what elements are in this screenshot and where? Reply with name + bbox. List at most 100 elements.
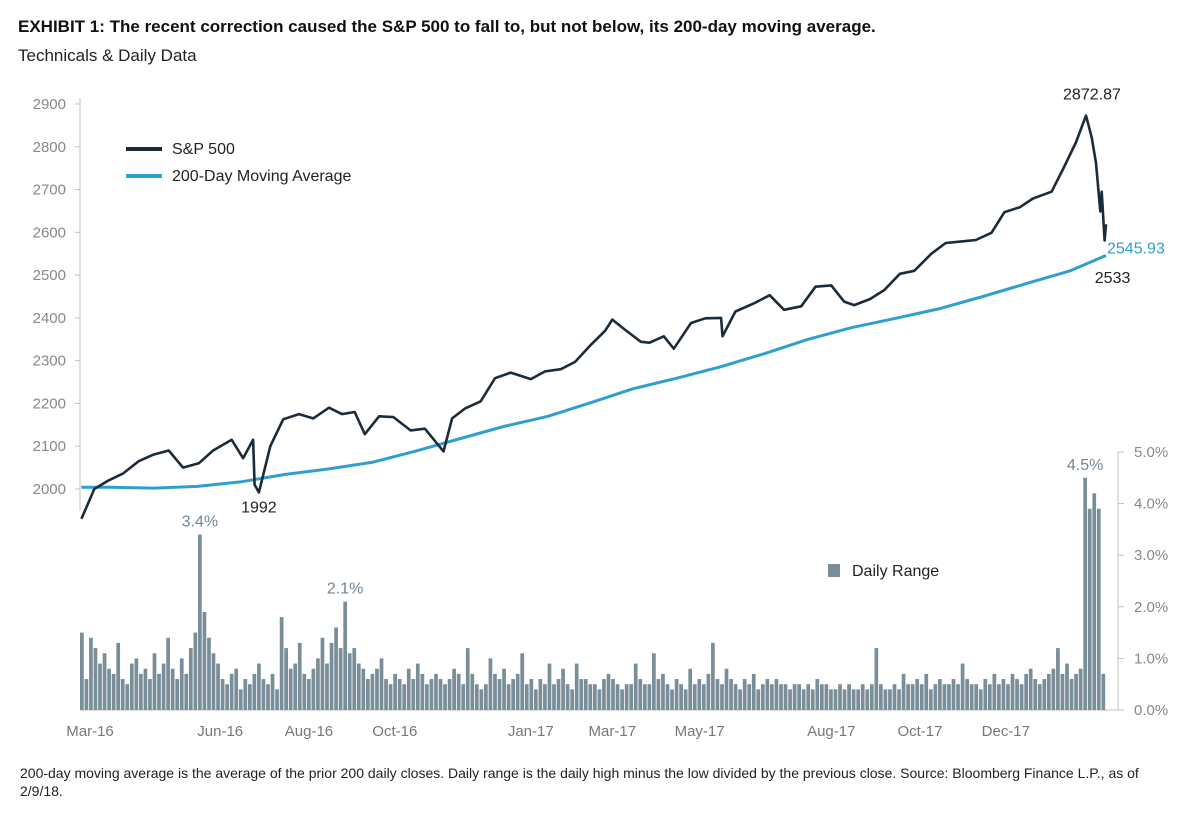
price-tick-label: 2300: [33, 353, 66, 370]
daily-range-bar: [978, 689, 983, 710]
daily-range-bar: [810, 689, 815, 710]
daily-range-bar: [375, 668, 379, 710]
daily-range-bar: [297, 642, 302, 710]
daily-range-bar: [243, 679, 248, 710]
daily-range-bar: [139, 673, 143, 710]
daily-range-bar: [638, 679, 643, 710]
daily-range-bar: [960, 663, 965, 710]
daily-range-bar: [1015, 679, 1019, 710]
legend-label-sp500: S&P 500: [172, 141, 235, 158]
daily-range-bar: [175, 679, 180, 710]
daily-range-bar: [434, 673, 438, 710]
daily-range-bar: [602, 679, 606, 710]
price-tick-label: 2700: [33, 182, 66, 199]
daily-range-bar: [815, 679, 820, 710]
chart-title: EXHIBIT 1: The recent correction caused …: [18, 17, 876, 36]
daily-range-bar: [715, 679, 720, 710]
daily-range-bar: [393, 673, 397, 710]
daily-range-bar: [770, 684, 774, 710]
daily-range-bar: [919, 684, 924, 710]
x-tick-label: Dec-17: [982, 723, 1030, 740]
daily-range-bar: [556, 679, 561, 710]
daily-range-bar: [329, 642, 334, 710]
daily-range-bar: [819, 684, 824, 710]
range-tick-label: 1.0%: [1134, 650, 1168, 667]
daily-range-bar: [969, 684, 974, 710]
price-tick-label: 2000: [33, 481, 66, 498]
daily-range-bar: [874, 648, 879, 710]
daily-range-bar: [928, 689, 933, 710]
daily-range-bar: [166, 637, 170, 710]
daily-range-bar: [443, 684, 447, 710]
daily-range-bar: [733, 684, 738, 710]
daily-range-bar: [129, 663, 134, 710]
daily-range-bar: [865, 689, 870, 710]
daily-range-bar: [252, 673, 257, 710]
legend-swatch-range: [828, 564, 840, 577]
daily-range-bar: [1078, 668, 1083, 710]
daily-range-bars: [80, 477, 1106, 710]
daily-range-bar: [216, 663, 220, 710]
daily-range-bar: [938, 679, 942, 710]
daily-range-bar: [1024, 673, 1028, 710]
daily-range-bar: [447, 679, 452, 710]
x-tick-label: Jun-16: [197, 723, 243, 740]
daily-range-bar: [688, 668, 693, 710]
daily-range-bar: [997, 684, 1001, 710]
range-peak-label: 3.4%: [182, 514, 218, 531]
daily-range-bar: [211, 653, 216, 710]
daily-range-bar: [611, 679, 615, 710]
daily-range-bar: [842, 689, 847, 710]
daily-range-bar: [910, 684, 915, 710]
price-lines: [80, 114, 1108, 520]
daily-range-bar: [661, 673, 665, 710]
daily-range-bar: [565, 684, 570, 710]
daily-range-bar: [202, 611, 207, 710]
daily-range-bar: [883, 689, 888, 710]
daily-range-bar: [742, 679, 747, 710]
ma200-line: [81, 254, 1107, 490]
daily-range-bar: [924, 673, 929, 710]
daily-range-bar: [415, 663, 420, 710]
daily-range-bar: [143, 668, 148, 710]
daily-range-bar: [670, 689, 674, 710]
daily-range-bar: [234, 668, 239, 710]
daily-range-bar: [597, 689, 602, 710]
daily-range-bar: [915, 679, 920, 710]
daily-range-bar: [456, 673, 461, 710]
daily-range-bar: [697, 679, 702, 710]
daily-range-bar: [361, 668, 366, 710]
daily-range-bar: [370, 673, 375, 710]
sp500-line: [80, 114, 1108, 520]
price-tick-label: 2800: [33, 139, 66, 156]
daily-range-bar: [906, 684, 910, 710]
daily-range-bar: [288, 668, 293, 710]
daily-range-bar: [738, 689, 742, 710]
daily-range-bar: [293, 663, 298, 710]
daily-range-bar: [93, 648, 98, 710]
daily-range-bar: [379, 658, 384, 710]
daily-range-bar: [225, 684, 229, 710]
daily-range-bar: [1083, 477, 1088, 710]
daily-range-bar: [692, 684, 697, 710]
daily-range-bar: [461, 684, 466, 710]
daily-range-bar: [406, 668, 411, 710]
range-peak-label: 2.1%: [327, 581, 363, 598]
daily-range-bar: [1092, 493, 1097, 710]
daily-range-bar: [701, 684, 706, 710]
daily-range-bar: [833, 689, 838, 710]
daily-range-bar: [1033, 679, 1038, 710]
daily-range-bar: [384, 679, 388, 710]
daily-range-bar: [320, 637, 325, 710]
daily-range-bar: [502, 668, 506, 710]
daily-range-bar: [951, 679, 956, 710]
daily-range-bar: [179, 658, 184, 710]
daily-range-bar: [429, 679, 434, 710]
daily-range-bar: [706, 673, 711, 710]
daily-range-bar: [747, 684, 752, 710]
daily-range-bar: [343, 601, 348, 710]
daily-range-bar: [497, 679, 502, 710]
daily-range-bar: [134, 658, 139, 710]
daily-range-bar: [942, 684, 947, 710]
daily-range-bar: [1010, 673, 1015, 710]
